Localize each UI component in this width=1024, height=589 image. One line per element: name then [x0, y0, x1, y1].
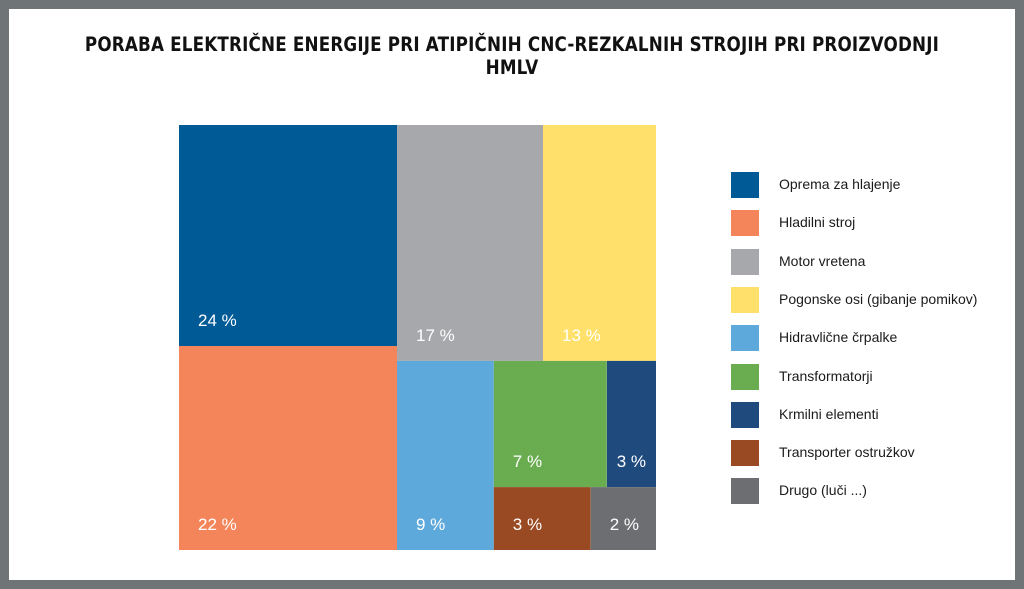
legend-swatch: [731, 248, 759, 275]
legend-item-krmilni-elementi: Krmilni elementi: [731, 401, 1001, 428]
chart-title: PORABA ELEKTRIČNE ENERGIJE PRI ATIPIČNIH…: [84, 33, 940, 79]
legend-swatch: [731, 286, 759, 313]
legend-label: Transformatorji: [779, 367, 873, 384]
legend-swatch: [731, 172, 759, 198]
legend-label: Krmilni elementi: [779, 405, 879, 422]
legend-item-pogonske-osi-gibanje-pomikov: Pogonske osi (gibanje pomikov): [731, 286, 1001, 313]
tile-label-transporter-ostruzkov: 3 %: [513, 515, 542, 534]
legend-label: Hladilni stroj: [779, 214, 856, 231]
legend-swatch: [731, 401, 759, 428]
tile-krmilni-elementi: [606, 360, 656, 488]
legend-item-hladilni-stroj: Hladilni stroj: [731, 210, 1001, 237]
legend-swatch: [731, 363, 759, 390]
tile-hidravlicne-crpalke: [397, 360, 494, 550]
legend-label: Oprema za hlajenje: [779, 176, 901, 192]
legend-item-motor-vretena: Motor vretena: [731, 248, 1001, 275]
tile-transformatorji: [493, 360, 607, 488]
legend-swatch: [731, 325, 759, 352]
tile-label-transformatorji: 7 %: [513, 452, 542, 471]
legend-label: Pogonske osi (gibanje pomikov): [779, 290, 978, 307]
legend-label: Hidravlične črpalke: [779, 329, 898, 346]
tile-label-motor-vretena: 17 %: [416, 326, 455, 345]
tile-label-drugo-luci: 2 %: [610, 515, 639, 534]
legend-label: Transporter ostružkov: [779, 444, 915, 461]
tile-motor-vretena: [397, 125, 543, 361]
tile-transporter-ostruzkov: [493, 487, 591, 550]
legend-item-transporter-ostruzkov: Transporter ostružkov: [731, 440, 1001, 467]
legend-item-oprema-za-hlajenje: Oprema za hlajenje: [731, 172, 1001, 198]
legend-label: Motor vretena: [779, 252, 866, 269]
legend-swatch: [731, 478, 759, 505]
legend-item-transformatorji: Transformatorji: [731, 363, 1001, 390]
tile-label-hladilni-stroj: 22 %: [198, 515, 237, 534]
tile-oprema-za-hlajenje: [179, 125, 397, 346]
tile-drugo-luci: [590, 487, 656, 550]
tile-pogonske-osi-gibanje-pomikov: [543, 125, 656, 361]
tile-label-krmilni-elementi: 3 %: [617, 452, 646, 471]
tile-hladilni-stroj: [179, 346, 397, 550]
legend-swatch: [731, 210, 759, 237]
tile-label-pogonske-osi-gibanje-pomikov: 13 %: [562, 326, 601, 345]
tile-label-oprema-za-hlajenje: 24 %: [198, 311, 237, 330]
legend-item-drugo-luci: Drugo (luči ...): [731, 478, 1001, 505]
legend-label: Drugo (luči ...): [779, 482, 867, 499]
legend-swatch: [731, 440, 759, 467]
tile-label-hidravlicne-crpalke: 9 %: [416, 515, 445, 534]
legend-item-hidravlicne-crpalke: Hidravlične črpalke: [731, 325, 1001, 352]
